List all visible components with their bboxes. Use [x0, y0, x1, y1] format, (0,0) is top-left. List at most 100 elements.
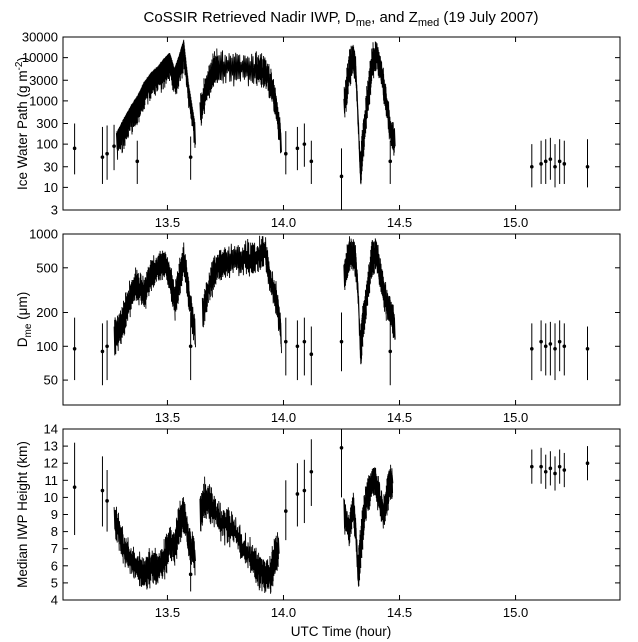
- data-point: [284, 151, 288, 156]
- data-point: [188, 155, 193, 159]
- y-tick-label: 9: [51, 507, 58, 522]
- data-point: [302, 339, 307, 344]
- data-point: [295, 146, 300, 151]
- y-tick-label: 4: [51, 593, 58, 608]
- data-point: [543, 469, 548, 474]
- y-tick-label: 3: [51, 203, 58, 218]
- data-trace-segment: [113, 242, 196, 356]
- data-point: [339, 339, 344, 344]
- data-point: [100, 349, 105, 354]
- data-point: [339, 174, 344, 179]
- y-tick-label: 50: [44, 373, 58, 388]
- x-tick-label: 14.5: [387, 605, 412, 620]
- y-tick-label: 3000: [29, 73, 58, 88]
- data-point: [295, 492, 300, 496]
- data-point: [539, 339, 543, 344]
- plot-frame: [62, 233, 621, 406]
- data-trace-segment: [115, 39, 196, 160]
- data-point: [562, 468, 567, 472]
- data-point: [548, 342, 553, 346]
- data-point: [105, 344, 109, 349]
- x-axis-label: UTC Time (hour): [291, 624, 392, 639]
- data-point: [100, 155, 105, 159]
- y-tick-label: 300: [36, 116, 58, 131]
- chart-title: CoSSIR Retrieved Nadir IWP, Dme, and Zme…: [144, 9, 539, 29]
- data-point: [302, 142, 307, 146]
- data-point: [105, 151, 109, 156]
- panel-zmed: 4 5 6 7 8 9 10 11 12 13 14 13.5 14.0 14.5 15.0 Median I…: [15, 422, 621, 620]
- y-tick-label: 30000: [22, 30, 58, 45]
- data-point: [543, 159, 548, 164]
- data-point: [539, 464, 543, 469]
- y-axis-label: Ice Water Path (g m-2): [14, 57, 30, 190]
- data-point: [557, 339, 562, 344]
- x-tick-label: 14.5: [387, 215, 412, 230]
- y-tick-label: 7: [51, 541, 58, 556]
- x-tick-label: 14.0: [271, 215, 296, 230]
- y-tick-label: 11: [45, 473, 59, 488]
- data-point: [530, 346, 534, 351]
- data-point: [585, 164, 590, 169]
- data-point: [543, 344, 548, 349]
- x-tick-label: 15.0: [503, 410, 528, 425]
- data-trace-segment: [343, 41, 396, 185]
- data-point: [284, 339, 288, 344]
- data-point: [562, 344, 567, 349]
- data-point: [585, 346, 590, 351]
- data-point: [72, 485, 77, 489]
- data-point: [100, 488, 105, 493]
- data-point: [388, 159, 393, 164]
- y-tick-label: 10: [44, 490, 58, 505]
- y-tick-label: 100: [36, 137, 58, 152]
- x-tick-label: 13.5: [155, 605, 180, 620]
- y-tick-label: 13: [44, 439, 58, 454]
- x-tick-label: 13.5: [155, 410, 180, 425]
- data-point: [302, 488, 307, 493]
- data-trace-segment: [343, 464, 394, 587]
- data-point: [553, 471, 557, 476]
- y-tick-label: 100: [36, 339, 58, 354]
- data-point: [548, 466, 553, 471]
- data-trace-segment: [199, 476, 280, 594]
- data-point: [188, 572, 193, 577]
- x-tick-label: 15.0: [503, 215, 528, 230]
- data-point: [553, 346, 557, 351]
- data-point: [72, 146, 77, 151]
- data-point: [72, 346, 77, 351]
- data-point: [388, 349, 393, 354]
- y-axis-label: Median IWP Height (km): [15, 441, 30, 588]
- x-tick-label: 14.5: [387, 410, 412, 425]
- data-trace-segment: [199, 48, 282, 154]
- y-tick-label: 10000: [22, 50, 58, 65]
- data-point: [557, 159, 562, 164]
- data-point: [585, 461, 590, 466]
- y-axis-label: Dme (μm): [15, 292, 34, 347]
- data-point: [557, 464, 562, 469]
- y-tick-label: 6: [51, 558, 58, 573]
- y-tick-label: 14: [44, 422, 58, 437]
- data-trace-segment: [201, 235, 282, 354]
- data-point: [562, 162, 567, 166]
- data-point: [135, 159, 140, 164]
- data-point: [548, 157, 553, 161]
- data-point: [309, 352, 314, 357]
- data-point: [530, 464, 534, 469]
- y-tick-label: 1000: [29, 93, 58, 108]
- y-tick-label: 10: [44, 180, 58, 195]
- y-tick-label: 500: [36, 260, 58, 275]
- panel-dme: 50 100 200 500 1000 13.5 14.0 14.5 15.0 Dme (μm): [15, 227, 621, 425]
- y-tick-label: 30: [44, 159, 58, 174]
- data-point: [295, 344, 300, 349]
- panel-iwp: 3 10 30 100 300 1000 3000 10000 30000 13.5 14.0 14.…: [14, 30, 621, 230]
- y-tick-label: 8: [51, 524, 58, 539]
- data-trace-segment: [113, 497, 196, 590]
- x-tick-label: 13.5: [155, 215, 180, 230]
- data-point: [309, 469, 314, 474]
- data-point: [309, 159, 314, 164]
- x-tick-label: 15.0: [503, 605, 528, 620]
- y-tick-label: 5: [51, 575, 58, 590]
- data-point: [530, 164, 534, 169]
- data-point: [188, 344, 193, 349]
- data-point: [539, 162, 543, 166]
